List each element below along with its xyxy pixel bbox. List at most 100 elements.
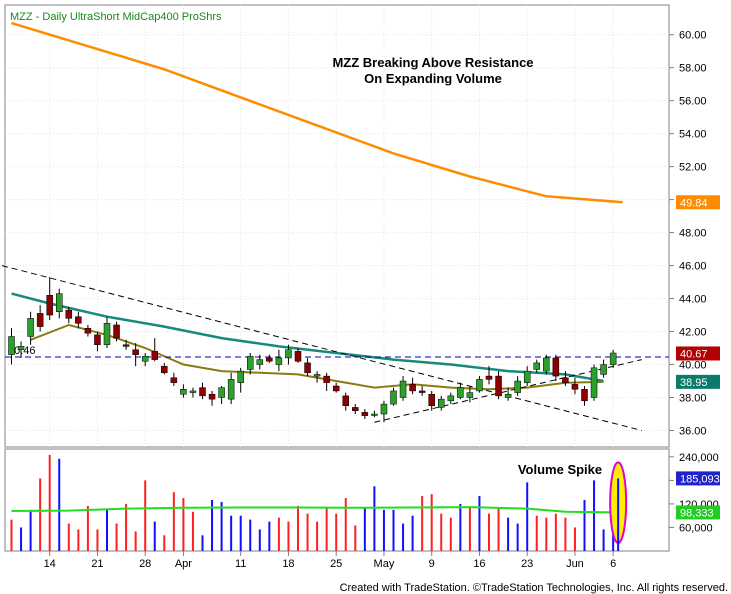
date-tick-label: 28: [139, 558, 151, 570]
candle: [170, 372, 178, 386]
candle-body: [27, 318, 34, 337]
candle-body: [36, 313, 44, 327]
candle: [323, 372, 330, 391]
volume-value-tag-text: 185,093: [680, 473, 720, 485]
candle-body: [523, 370, 531, 383]
candle: [361, 409, 369, 419]
candle-body: [533, 362, 540, 370]
trendlines: [1, 265, 642, 431]
date-tick-label: Apr: [175, 558, 192, 570]
volume-value-tag-box: [676, 471, 720, 486]
candle: [84, 324, 92, 337]
candle: [208, 390, 216, 406]
chart-title: MZZ - Daily UltraShort MidCap400 ProShrs: [10, 11, 222, 23]
candle-body: [332, 385, 340, 392]
volume-tick-label: 240,000: [679, 452, 719, 464]
candle-body: [313, 374, 321, 377]
price-tick-label: 44.00: [679, 294, 707, 306]
candle-body: [466, 392, 474, 398]
candle-body: [323, 375, 330, 383]
candle: [600, 359, 607, 378]
candle: [199, 382, 206, 400]
candle-body: [8, 336, 15, 355]
candle: [371, 410, 378, 418]
candle-body: [46, 295, 53, 316]
price-tick-label: 38.00: [679, 393, 707, 405]
candle-body: [94, 334, 101, 345]
candle: [275, 349, 283, 372]
candle-body: [504, 393, 512, 398]
candle: [141, 352, 149, 367]
candle: [571, 377, 579, 395]
date-tick-label: 16: [473, 558, 485, 570]
candle: [457, 382, 464, 400]
candle-body: [304, 362, 311, 374]
candle: [218, 385, 225, 405]
candle-body: [562, 377, 569, 383]
candle: [8, 328, 15, 365]
volume-value-tag: 98,333: [676, 505, 720, 520]
candle: [256, 354, 264, 370]
ma50-line: [11, 292, 604, 383]
candle: [390, 387, 397, 406]
candle-body: [590, 367, 598, 398]
price-tick-label: 54.00: [679, 129, 707, 141]
candle: [399, 376, 407, 401]
candle: [151, 338, 158, 362]
price-value-tag-box: [676, 374, 720, 389]
date-tick-label: 11: [235, 558, 246, 570]
volume-bars: [10, 454, 628, 551]
price-value-tag: 40.67: [676, 346, 720, 361]
candle-body: [380, 403, 388, 415]
candle: [227, 372, 235, 405]
candle-body: [17, 346, 25, 350]
candle: [332, 382, 340, 393]
candle: [609, 349, 617, 368]
candle: [418, 385, 426, 396]
candle: [313, 371, 321, 383]
date-tick-label: 18: [282, 558, 294, 570]
candle: [46, 277, 53, 321]
axis-labels: 36.0038.0040.0042.0044.0046.0048.0050.00…: [44, 30, 720, 570]
candle: [409, 377, 416, 395]
resistance-label: 40.46: [8, 345, 36, 357]
footer-credit: Created with TradeStation. ©TradeStation…: [340, 582, 728, 594]
candle: [65, 306, 73, 324]
annotation-line-1: MZZ Breaking Above Resistance: [332, 55, 533, 70]
candle-body: [543, 357, 550, 372]
price-value-tag: 49.84: [676, 195, 720, 210]
candle: [113, 321, 120, 342]
candle-body: [170, 377, 178, 383]
date-tick-label: Jun: [566, 558, 584, 570]
upper-trendline: [1, 265, 642, 431]
candle: [514, 376, 521, 396]
volume-value-tag-text: 98,333: [680, 507, 714, 519]
candle-body: [227, 379, 235, 400]
date-tick-label: 6: [610, 558, 616, 570]
candle-body: [75, 316, 82, 324]
candle-body: [65, 309, 73, 319]
candle-body: [103, 323, 111, 345]
candle: [17, 341, 25, 358]
candle-body: [199, 387, 206, 397]
candle: [266, 354, 273, 363]
candle-body: [180, 389, 187, 395]
candle-body: [132, 349, 139, 355]
candle: [428, 390, 435, 411]
candle: [485, 366, 493, 385]
candle-body: [352, 407, 359, 411]
candle: [590, 364, 598, 401]
candle: [380, 400, 388, 423]
price-panel-border: [4, 4, 670, 448]
candle: [94, 331, 101, 352]
price-value-tag: 38.95: [676, 374, 720, 389]
candle: [294, 348, 302, 363]
candle: [552, 354, 560, 382]
candle: [495, 371, 502, 400]
candle: [36, 305, 44, 332]
candle-body: [342, 395, 349, 407]
candle: [304, 357, 311, 377]
candle-body: [56, 293, 63, 313]
